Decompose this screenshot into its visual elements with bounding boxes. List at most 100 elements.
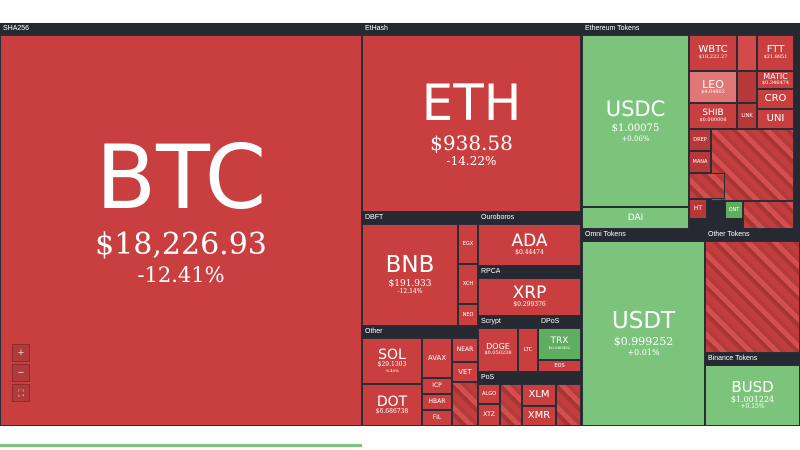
tile-symbol: NEAR — [456, 346, 474, 353]
tile-change: +0.15% — [740, 403, 765, 411]
tile-symbol: MANA — [692, 158, 708, 165]
tile-drep[interactable]: DREP — [689, 129, 711, 151]
tile-symbol: EGX — [462, 240, 474, 247]
tile-eos[interactable]: EOS — [538, 360, 581, 372]
tile-change: +0.01% — [627, 348, 660, 358]
tile-ada[interactable]: ADA $0.44474 — [478, 224, 581, 266]
dominance-label: Dominance: 41.58% — [144, 426, 218, 435]
tile-symbol: SHIB — [702, 107, 724, 118]
tile-hbar[interactable]: HBAR — [422, 394, 452, 410]
tile-usdc[interactable]: USDC $1.00075 +0.06% — [582, 35, 689, 207]
crypto-heatmap: SHA256 BTC $18,226.93 -12.41% EtHash ETH… — [0, 23, 800, 447]
tile-stub[interactable] — [737, 71, 757, 103]
tile-xrp[interactable]: XRP $0.299376 — [478, 278, 581, 316]
tile-link[interactable]: LINK — [737, 103, 757, 129]
group-label: EtHash — [365, 25, 388, 32]
tile-price: $1.001224 — [730, 394, 775, 404]
pos-small-tiles[interactable] — [500, 384, 522, 426]
tile-shib[interactable]: SHIB $0.000008 — [689, 103, 737, 129]
tile-symbol: BUSD — [731, 377, 774, 396]
tile-dai[interactable]: DAI — [582, 207, 689, 229]
tile-doge[interactable]: DOGE $0.050238 — [478, 328, 518, 372]
tile-price: $0.999252 — [613, 334, 674, 348]
tile-wbtc[interactable]: WBTC $18,222.27 — [689, 35, 737, 71]
tile-symbol: LINK — [741, 112, 753, 119]
ethereum-tokens-small-tiles[interactable] — [743, 201, 794, 229]
tile-symbol: DOGE — [486, 342, 510, 352]
group-label: SHA256 — [3, 25, 30, 32]
pos-small-tiles[interactable] — [556, 384, 581, 426]
group-dpos: DPoS TRX $0.060452 EOS — [538, 316, 581, 372]
tile-symbol: XMR — [527, 410, 551, 421]
tile-btc[interactable]: BTC $18,226.93 -12.41% — [0, 35, 362, 426]
tile-usdt[interactable]: USDT $0.999252 +0.01% — [582, 241, 705, 426]
tile-sol[interactable]: SOL $29.1303 -8.49% — [362, 338, 422, 384]
tile-price: $191.933 — [388, 278, 432, 289]
tile-symbol: DAI — [627, 212, 644, 223]
tile-avax[interactable]: AVAX — [422, 338, 452, 378]
group-label: Other Tokens — [708, 231, 750, 238]
tile-symbol: DOT — [376, 393, 408, 410]
tile-qnt[interactable]: QNT — [725, 201, 743, 219]
group-label: RPCA — [481, 268, 501, 275]
tile-symbol: ICP — [432, 382, 442, 389]
tile-fil[interactable]: FIL — [422, 410, 452, 426]
tile-symbol: HBAR — [428, 398, 446, 405]
tile-xtz[interactable]: XTZ — [478, 404, 500, 426]
group-pos: PoS ALGO XTZ XLM XMR — [478, 372, 581, 426]
tile-ht[interactable]: HT — [689, 199, 707, 219]
tile-change: -12.14% — [397, 288, 423, 296]
group-label: PoS — [481, 374, 495, 381]
tile-mana[interactable]: MANA — [689, 151, 711, 173]
tile-change: +0.06% — [621, 134, 650, 143]
tile-xmr[interactable]: XMR — [522, 406, 556, 426]
tile-algo[interactable]: ALGO — [478, 384, 500, 404]
tile-symbol: DREP — [693, 136, 707, 143]
tile-matic[interactable]: MATIC $0.346474 — [757, 71, 794, 89]
tile-neo[interactable]: NEO — [458, 304, 478, 326]
group-scrypt: Scrypt DOGE $0.050238 LTC — [478, 316, 538, 372]
tile-symbol: WBTC — [698, 44, 728, 56]
tile-symbol: FIL — [432, 414, 442, 421]
group-dbft: DBFT BNB $191.933 -12.14% EGX XCH NEO — [362, 212, 478, 326]
zoom-out-button[interactable]: − — [12, 364, 30, 382]
tile-xch[interactable]: XCH — [458, 264, 478, 304]
zoom-in-button[interactable]: + — [12, 344, 30, 362]
other-small-tiles[interactable] — [452, 382, 478, 426]
other-tokens-small-tiles[interactable] — [705, 241, 800, 353]
tile-price: $18,222.27 — [698, 54, 728, 61]
group-other: Other SOL $29.1303 -8.49% DOT $6.686738 … — [362, 326, 478, 426]
tile-eth[interactable]: ETH $938.58 -14.22% — [362, 35, 581, 212]
group-label: Omni Tokens — [585, 231, 626, 238]
tile-price: $29.1303 — [377, 361, 407, 369]
tile-price: $0.050238 — [484, 350, 512, 357]
fullscreen-icon[interactable]: ⛶ — [12, 384, 30, 402]
tile-price: $0.44474 — [515, 249, 544, 257]
tile-bnb[interactable]: BNB $191.933 -12.14% — [362, 224, 458, 326]
tile-price: $0.060452 — [548, 345, 571, 351]
group-label: Other — [365, 328, 383, 335]
tile-xlm[interactable]: XLM — [522, 384, 556, 406]
tile-ftt[interactable]: FTT $21.8851 — [757, 35, 794, 71]
tile-near[interactable]: NEAR — [452, 338, 478, 362]
group-rpca: RPCA XRP $0.299376 — [478, 266, 581, 316]
tile-vet[interactable]: VET — [452, 362, 478, 382]
tile-busd[interactable]: BUSD $1.001224 +0.15% — [705, 365, 800, 426]
ethereum-tokens-small-tiles[interactable] — [689, 173, 725, 199]
tile-price: $18,226.93 — [95, 227, 267, 263]
tile-price: $0.000008 — [699, 116, 727, 123]
tile-egx[interactable]: EGX — [458, 224, 478, 264]
tile-icp[interactable]: ICP — [422, 378, 452, 394]
tile-symbol: ADA — [511, 231, 548, 252]
tile-price: $0.346474 — [761, 80, 790, 87]
tile-stub[interactable] — [737, 35, 757, 71]
tile-symbol: AVAX — [427, 353, 447, 362]
tile-ltc[interactable]: LTC — [518, 328, 538, 372]
tile-symbol: MATIC — [763, 72, 788, 82]
tile-trx[interactable]: TRX $0.060452 — [538, 328, 581, 360]
tile-uni[interactable]: UNI — [757, 109, 794, 129]
tile-leo[interactable]: LEO $4.04802 — [689, 71, 737, 103]
tile-cro[interactable]: CRO — [757, 89, 794, 109]
tile-price: $938.58 — [430, 131, 513, 156]
tile-dot[interactable]: DOT $6.686738 — [362, 384, 422, 426]
